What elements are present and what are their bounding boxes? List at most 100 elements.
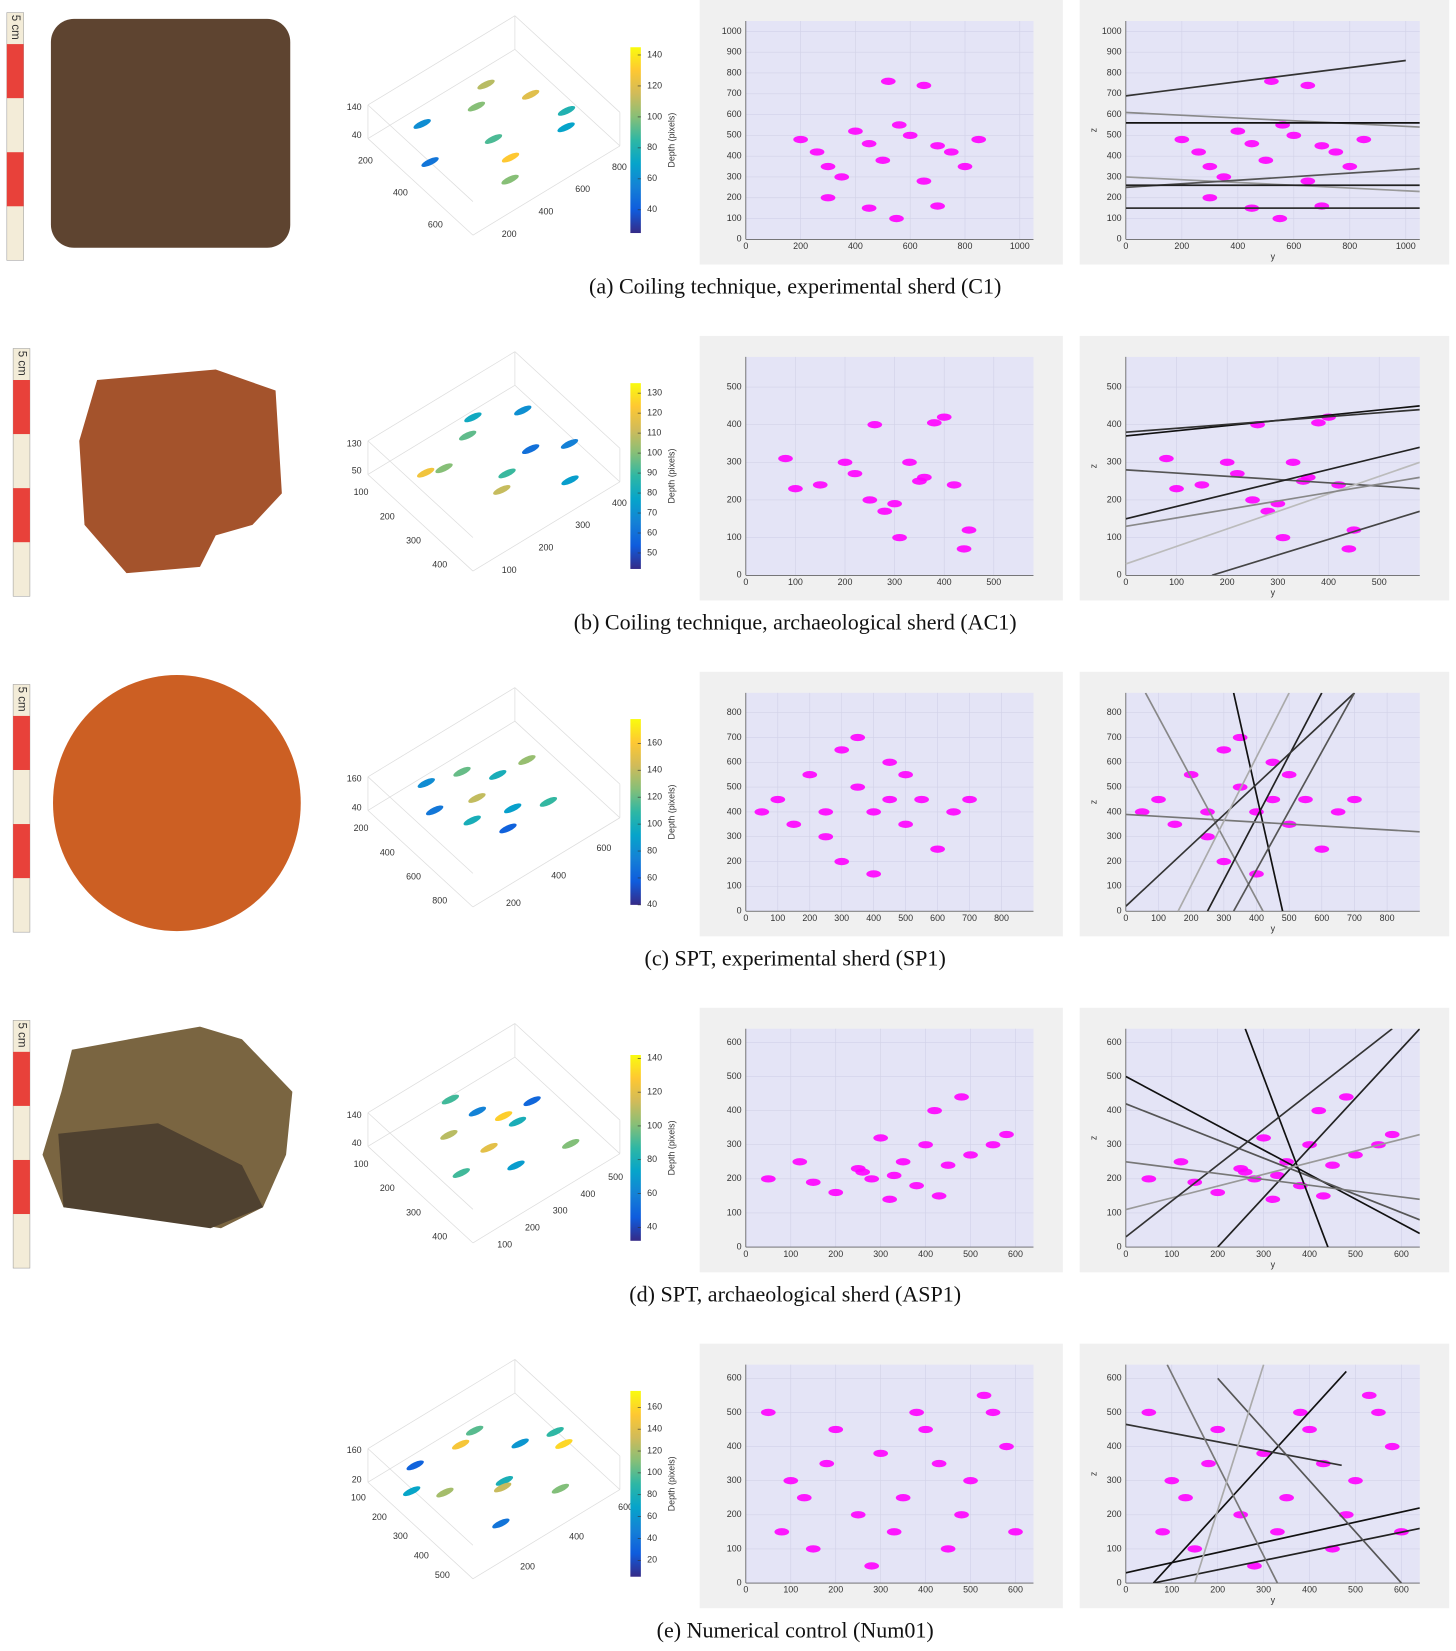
x-tick-label: 300 <box>1256 1585 1271 1595</box>
x-tick-label: 800 <box>958 241 973 251</box>
point <box>819 1459 835 1468</box>
y-tick-label: 300 <box>727 1139 742 1149</box>
point <box>898 771 913 779</box>
point <box>1311 419 1326 427</box>
point <box>940 1545 956 1553</box>
point <box>1348 1151 1363 1159</box>
point <box>818 808 834 816</box>
x-tick-label: 400 <box>432 560 447 570</box>
fit-line <box>1211 510 1420 576</box>
y-tick-label: 400 <box>551 871 566 881</box>
point-3d <box>504 803 522 814</box>
x-tick-label: 1000 <box>1396 241 1416 251</box>
scale-segment <box>13 380 30 435</box>
point-3d <box>417 778 435 788</box>
box-edge <box>367 384 516 475</box>
y-tick-label: 300 <box>1107 831 1122 841</box>
y-tick-label: 700 <box>727 88 742 98</box>
y-tick-label: 0 <box>1117 1241 1122 1251</box>
y-tick-label: 100 <box>727 213 742 223</box>
point-3d <box>451 1439 470 1450</box>
x-tick-label: 300 <box>1216 913 1231 923</box>
x-tick-label: 300 <box>873 1585 888 1595</box>
y-tick-label: 0 <box>1117 570 1122 580</box>
point <box>1230 127 1246 135</box>
point <box>912 477 927 485</box>
point <box>1008 1528 1023 1536</box>
y-tick-label: 800 <box>727 67 742 77</box>
point <box>850 1511 866 1519</box>
x-tick-label: 1000 <box>1010 241 1030 251</box>
point-3d <box>546 1427 564 1437</box>
colorbar-label: Depth (pixels) <box>667 449 677 504</box>
point <box>809 148 825 156</box>
plot-area <box>1125 356 1420 576</box>
point <box>976 1391 992 1400</box>
point <box>1219 458 1235 466</box>
caption: (a) Coiling technique, experimental sher… <box>589 274 1001 299</box>
z-tick-label: 40 <box>352 130 362 140</box>
point-3d <box>406 1460 424 1471</box>
point <box>1286 131 1302 140</box>
point-3d <box>495 1475 514 1486</box>
y-tick-label: 200 <box>1107 856 1122 866</box>
y-tick-label: 400 <box>727 1441 742 1451</box>
y-tick-label: 0 <box>737 234 742 244</box>
x-tick-label: 200 <box>1184 913 1199 923</box>
box-edge <box>514 15 621 113</box>
box-edge <box>514 384 621 483</box>
y-tick-label: 0 <box>1117 234 1122 244</box>
point <box>1361 1391 1377 1400</box>
x-tick-label: 200 <box>1220 577 1235 587</box>
point <box>855 1168 871 1176</box>
point <box>861 140 877 148</box>
y-tick-label: 500 <box>727 781 742 791</box>
y-tick-label: 300 <box>727 831 742 841</box>
y-tick-label: 600 <box>1107 1373 1122 1383</box>
point <box>887 500 902 508</box>
point <box>1167 820 1183 829</box>
point-3d <box>441 1094 460 1105</box>
y-tick-label: 400 <box>580 1189 595 1199</box>
y-axis-label: z <box>1089 799 1099 804</box>
x-tick-label: 200 <box>838 577 853 587</box>
colorbar-tick-label: 80 <box>647 1154 657 1164</box>
point <box>834 173 850 181</box>
point-3d <box>417 467 435 478</box>
point-3d <box>501 174 519 185</box>
y-tick-label: 100 <box>727 1543 742 1553</box>
point <box>1338 1093 1354 1101</box>
x-tick-label: 400 <box>866 913 881 923</box>
point <box>1325 1161 1340 1169</box>
point <box>1265 1195 1281 1204</box>
point <box>927 1106 942 1115</box>
point <box>1229 469 1245 478</box>
point <box>891 121 907 129</box>
point <box>886 1171 902 1180</box>
y-tick-label: 200 <box>727 856 742 866</box>
x-tick-label: 400 <box>393 188 408 198</box>
colorbar-tick-label: 120 <box>647 407 662 417</box>
fit-line <box>1125 408 1420 434</box>
point <box>1314 142 1330 150</box>
y-tick-label: 500 <box>727 130 742 140</box>
x-tick-label: 500 <box>963 1585 978 1595</box>
colorbar <box>630 719 641 905</box>
box-edge <box>367 1448 474 1546</box>
point-3d <box>518 755 536 765</box>
point-3d <box>508 1116 527 1127</box>
point-3d <box>514 405 532 416</box>
x-tick-label: 0 <box>743 1249 748 1259</box>
x-tick-label: 200 <box>380 1183 395 1193</box>
x-tick-label: 500 <box>898 913 913 923</box>
point <box>916 81 932 90</box>
point <box>1270 1528 1285 1536</box>
point <box>875 156 891 164</box>
point <box>961 526 977 534</box>
scale-label: 5 cm <box>9 15 21 40</box>
y-tick-label: 200 <box>525 1223 540 1233</box>
box-edge <box>367 351 516 442</box>
point <box>1174 135 1190 144</box>
y-tick-label: 100 <box>1107 881 1122 891</box>
scale-segment <box>6 152 24 207</box>
